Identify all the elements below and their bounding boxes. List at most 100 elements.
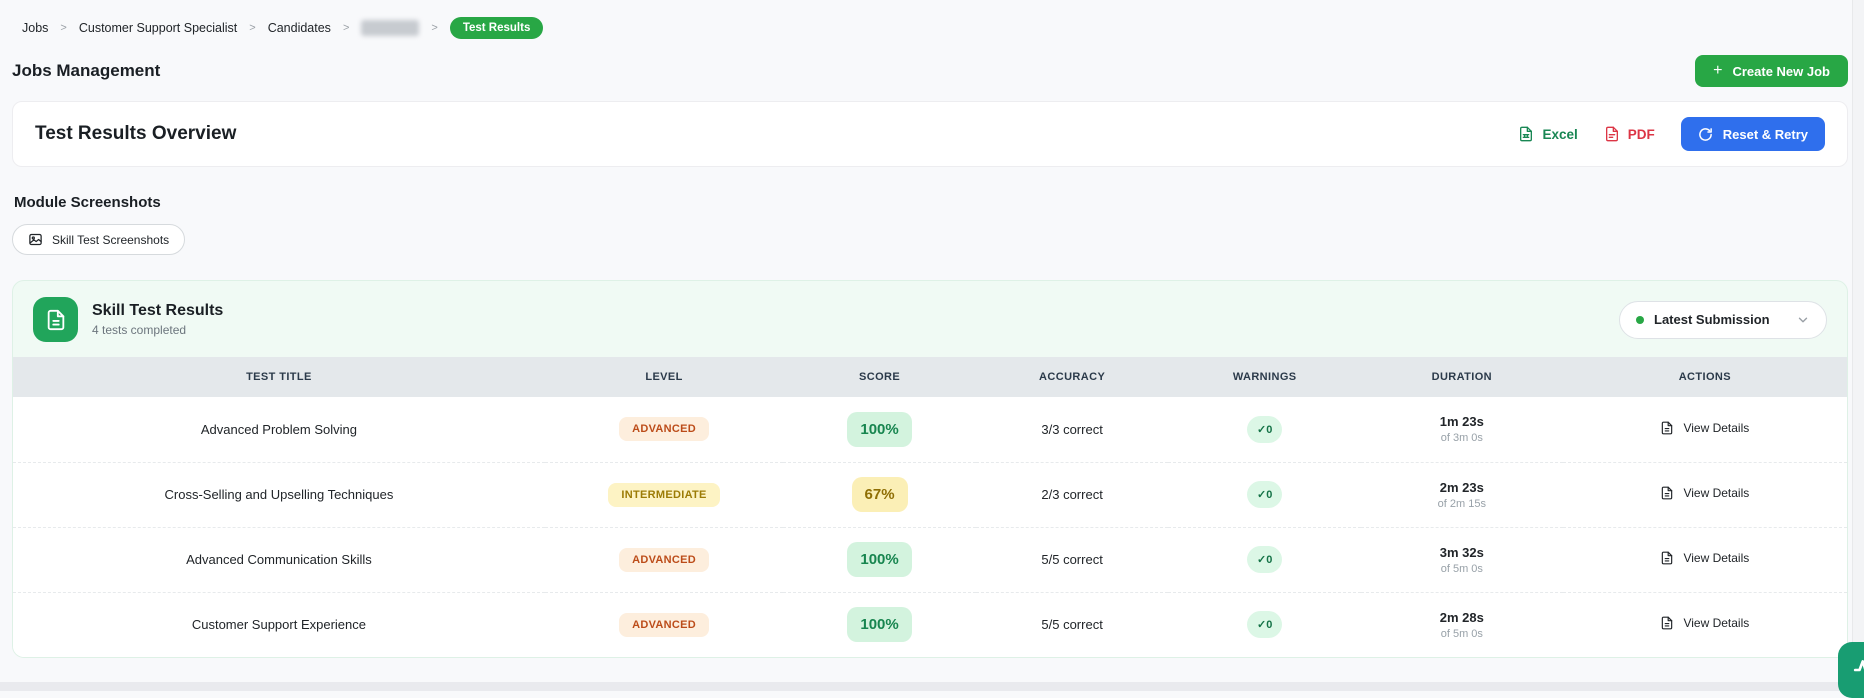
cell-duration: 2m 28s of 5m 0s: [1360, 591, 1563, 657]
results-table-body: Advanced Problem Solving ADVANCED 100% 3…: [13, 397, 1847, 657]
results-title-block: Skill Test Results 4 tests completed: [92, 302, 223, 337]
duration-limit: of 2m 15s: [1437, 497, 1486, 510]
activity-widget-button[interactable]: [1838, 642, 1864, 698]
cell-level: INTERMEDIATE: [544, 461, 784, 527]
breadcrumb-current-test-results: Test Results: [449, 17, 544, 39]
level-badge: ADVANCED: [619, 612, 710, 637]
cell-level: ADVANCED: [544, 526, 784, 592]
pdf-label: PDF: [1627, 126, 1655, 142]
skill-test-results-card: Skill Test Results 4 tests completed Lat…: [12, 280, 1848, 658]
warnings-badge: ✓0: [1247, 481, 1283, 508]
duration-value: 1m 23s: [1439, 414, 1484, 430]
file-text-icon: [1660, 616, 1674, 630]
cell-actions: View Details: [1562, 397, 1847, 462]
view-details-button[interactable]: View Details: [1660, 551, 1749, 565]
breadcrumb-job-title[interactable]: Customer Support Specialist: [78, 21, 238, 35]
view-details-button[interactable]: View Details: [1660, 486, 1749, 500]
cell-warnings: ✓0: [1168, 397, 1361, 462]
score-badge: 100%: [847, 411, 912, 447]
level-badge: INTERMEDIATE: [608, 482, 720, 507]
pulse-icon: [1853, 657, 1864, 683]
cell-score: 100%: [783, 397, 976, 462]
cell-level: ADVANCED: [544, 397, 784, 462]
skill-test-screenshots-label: Skill Test Screenshots: [52, 232, 170, 247]
test-results-overview-card: Test Results Overview Excel PDF Reset & …: [12, 101, 1848, 167]
results-header: Skill Test Results 4 tests completed Lat…: [13, 281, 1847, 357]
column-header-warnings: WARNINGS: [1168, 357, 1361, 397]
page-header: Jobs Management + Create New Job: [12, 55, 1848, 87]
test-title: Cross-Selling and Upselling Techniques: [164, 487, 394, 502]
file-text-icon: [1660, 551, 1674, 565]
submission-filter-dropdown[interactable]: Latest Submission: [1619, 300, 1827, 339]
results-subtitle: 4 tests completed: [92, 323, 187, 337]
test-title: Advanced Problem Solving: [200, 421, 357, 437]
breadcrumb-separator: >: [431, 22, 438, 34]
results-table-head: TEST TITLE LEVEL SCORE ACCURACY WARNINGS DURA…: [13, 357, 1847, 397]
cell-test-title: Customer Support Experience: [13, 591, 545, 657]
results-table: TEST TITLE LEVEL SCORE ACCURACY WARNINGS DURA…: [13, 357, 1847, 657]
cell-score: 100%: [783, 591, 976, 657]
create-new-job-button[interactable]: + Create New Job: [1695, 55, 1848, 87]
cell-score: 100%: [783, 526, 976, 592]
module-screenshots-title: Module Screenshots: [14, 194, 161, 211]
excel-label: Excel: [1542, 126, 1578, 142]
cell-accuracy: 5/5 correct: [975, 526, 1169, 592]
accuracy-value: 5/5 correct: [1041, 617, 1103, 633]
chevron-down-icon: [1796, 313, 1810, 327]
cell-score: 67%: [783, 461, 976, 527]
cell-accuracy: 2/3 correct: [975, 461, 1169, 527]
green-dot-icon: [1636, 315, 1644, 324]
warnings-badge: ✓0: [1247, 415, 1283, 443]
duration-limit: of 5m 0s: [1440, 627, 1483, 640]
cell-test-title: Advanced Communication Skills: [13, 526, 545, 592]
score-badge: 100%: [847, 607, 912, 643]
view-details-label: View Details: [1683, 616, 1750, 631]
table-header-row: TEST TITLE LEVEL SCORE ACCURACY WARNINGS DURA…: [13, 357, 1847, 397]
refresh-icon: [1698, 127, 1713, 142]
view-details-label: View Details: [1683, 486, 1750, 500]
cell-accuracy: 3/3 correct: [975, 397, 1169, 462]
file-text-icon: [1660, 486, 1674, 500]
breadcrumb-candidates[interactable]: Candidates: [267, 21, 331, 35]
test-title: Advanced Communication Skills: [186, 552, 372, 567]
column-header-accuracy: ACCURACY: [975, 357, 1169, 397]
duration-value: 2m 23s: [1439, 479, 1484, 495]
cell-accuracy: 5/5 correct: [975, 591, 1169, 657]
view-details-button[interactable]: View Details: [1660, 421, 1749, 435]
vertical-scrollbar[interactable]: [1852, 0, 1864, 691]
file-pdf-icon: [1604, 126, 1620, 142]
breadcrumb-separator: >: [249, 22, 256, 34]
skill-test-screenshots-button[interactable]: Skill Test Screenshots: [12, 224, 186, 255]
bottom-edge-strip: [0, 682, 1864, 691]
warnings-badge: ✓0: [1247, 546, 1283, 573]
breadcrumb: Jobs > Customer Support Specialist > Can…: [12, 0, 1848, 39]
page-title: Jobs Management: [12, 61, 161, 80]
breadcrumb-jobs[interactable]: Jobs: [22, 21, 49, 35]
export-pdf-button[interactable]: PDF: [1604, 126, 1655, 142]
column-header-test-title: TEST TITLE: [13, 357, 545, 397]
column-header-actions: ACTIONS: [1562, 357, 1847, 397]
view-details-label: View Details: [1683, 551, 1750, 565]
cell-level: ADVANCED: [544, 591, 784, 657]
score-badge: 67%: [851, 477, 908, 512]
cell-warnings: ✓0: [1168, 526, 1361, 592]
results-header-left: Skill Test Results 4 tests completed: [33, 297, 223, 342]
table-row: Advanced Communication Skills ADVANCED 1…: [13, 526, 1847, 592]
duration-value: 3m 32s: [1439, 544, 1484, 560]
document-icon: [33, 297, 78, 342]
accuracy-value: 2/3 correct: [1041, 487, 1103, 502]
column-header-level: LEVEL: [544, 357, 784, 397]
cell-actions: View Details: [1562, 526, 1847, 592]
overview-title: Test Results Overview: [35, 123, 237, 144]
export-excel-button[interactable]: Excel: [1518, 126, 1578, 142]
table-row: Cross-Selling and Upselling Techniques I…: [13, 461, 1847, 527]
create-new-job-label: Create New Job: [1732, 63, 1830, 79]
level-badge: ADVANCED: [619, 547, 710, 572]
breadcrumb-candidate-name-redacted[interactable]: [361, 20, 420, 36]
view-details-button[interactable]: View Details: [1660, 616, 1749, 630]
duration-value: 2m 28s: [1439, 609, 1484, 625]
score-badge: 100%: [847, 542, 912, 577]
cell-duration: 1m 23s of 3m 0s: [1360, 397, 1563, 462]
reset-retry-button[interactable]: Reset & Retry: [1680, 117, 1825, 151]
reset-retry-label: Reset & Retry: [1722, 126, 1808, 142]
